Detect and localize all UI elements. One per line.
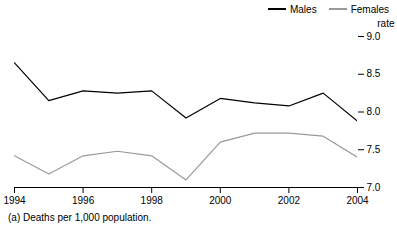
html-text:Females: Females — [350, 3, 389, 15]
svg-text:8.5: 8.5 — [367, 68, 381, 79]
svg-text:1996: 1996 — [72, 195, 95, 206]
svg-text:1994: 1994 — [3, 195, 26, 206]
html-text:Males: Males — [290, 3, 317, 15]
svg-text:2000: 2000 — [209, 195, 232, 206]
svg-text:7.5: 7.5 — [367, 144, 381, 155]
svg-text:rate: rate — [377, 18, 395, 29]
html-text:(a) Deaths per 1,000 populatio: (a) Deaths per 1,000 population. — [8, 212, 152, 223]
svg-text:9.0: 9.0 — [367, 31, 381, 42]
svg-text:8.0: 8.0 — [367, 106, 381, 117]
svg-text:7.0: 7.0 — [367, 182, 381, 193]
svg-text:2004: 2004 — [346, 195, 369, 206]
svg-text:2002: 2002 — [278, 195, 301, 206]
svg-text:1998: 1998 — [141, 195, 164, 206]
